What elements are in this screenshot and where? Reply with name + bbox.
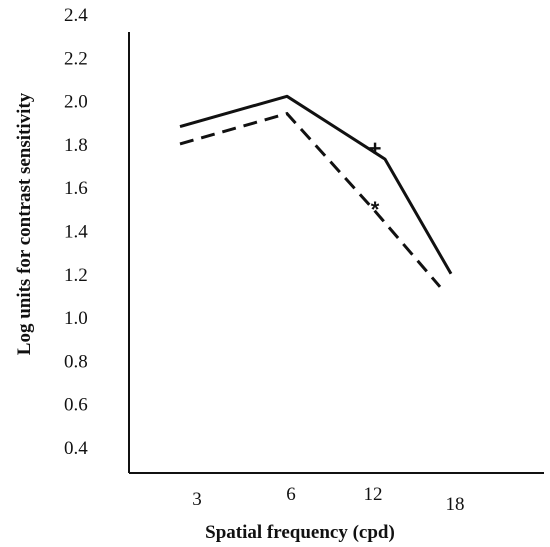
y-tick-label: 0.4 [64, 438, 88, 459]
significance-marker: * [371, 197, 380, 222]
y-tick-label: 2.2 [64, 48, 88, 69]
x-tick-label: 6 [286, 484, 296, 505]
y-tick-labels: 2.4 2.2 2.0 1.8 1.6 1.4 1.2 1.0 0.8 0.6 0.4 [64, 5, 88, 459]
x-tick-labels: 3 6 12 18 [192, 484, 464, 515]
x-tick-label: 12 [364, 484, 383, 505]
y-tick-label: 1.0 [64, 308, 88, 329]
y-tick-label: 2.4 [64, 5, 88, 26]
y-tick-label: 1.4 [64, 222, 88, 243]
annotation-group: +* [369, 136, 382, 222]
x-axis-title: Spatial frequency (cpd) [205, 522, 395, 543]
significance-marker: + [369, 136, 382, 161]
y-tick-label: 0.6 [64, 395, 88, 416]
y-tick-label: 2.0 [64, 92, 88, 113]
y-tick-label: 1.2 [64, 265, 88, 286]
y-tick-label: 1.8 [64, 135, 88, 156]
y-tick-label: 0.8 [64, 351, 88, 372]
series-line-dashed [179, 111, 442, 288]
x-tick-label: 3 [192, 489, 202, 510]
y-axis-title: Log units for contrast sensitivity [14, 92, 35, 355]
y-tick-label: 1.6 [64, 178, 88, 199]
series-group [179, 94, 453, 288]
series-line-solid [179, 94, 453, 275]
x-tick-label: 18 [446, 494, 465, 515]
